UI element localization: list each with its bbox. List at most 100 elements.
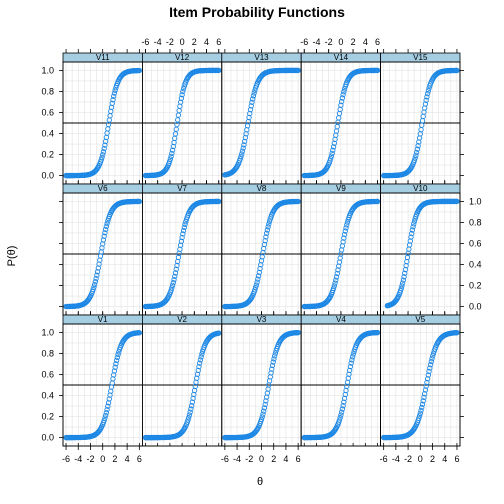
data-point [172, 270, 179, 276]
data-point [92, 279, 99, 285]
data-point [336, 417, 343, 423]
data-point [415, 143, 421, 149]
y-tick-label: 1.0 [41, 327, 54, 337]
strip-label: V3 [257, 315, 267, 324]
data-point [238, 153, 244, 160]
data-point [178, 95, 185, 101]
y-tick-label: 0.8 [469, 217, 482, 227]
data-point [340, 92, 346, 98]
data-point [185, 417, 191, 423]
panel-v1: V1 [62, 311, 143, 447]
data-point [270, 359, 276, 365]
data-point [430, 350, 437, 356]
data-point [94, 269, 101, 275]
data-point [269, 362, 276, 369]
data-point [199, 351, 205, 357]
data-point [188, 403, 195, 409]
axes: -6 -4 -2 0 2 4 6 -6 -4 -2 0 2 4 6 -6 -4 -2 0 2 4 6-6 -4 -2 0 2 4 6… [41, 37, 481, 464]
x-tick-label: 6 [137, 454, 142, 464]
data-point [90, 286, 96, 293]
data-point [113, 361, 119, 367]
data-point [411, 221, 417, 227]
data-point [264, 227, 271, 233]
data-point [186, 415, 192, 421]
data-point [268, 370, 274, 376]
data-point [419, 404, 425, 411]
data-point [295, 67, 301, 74]
panel-v6: V6 [62, 180, 143, 316]
data-point [111, 368, 118, 374]
data-point [180, 231, 186, 237]
data-point [216, 67, 222, 74]
series-points [222, 329, 301, 441]
y-tick-label: 1.0 [469, 196, 482, 206]
x-tick-label: -2 [245, 454, 253, 464]
data-point [239, 148, 246, 154]
y-tick-label: 0.6 [41, 369, 54, 379]
data-point [272, 353, 278, 359]
data-point [424, 94, 430, 100]
x-tick-label: 6 [454, 454, 459, 464]
data-point [262, 401, 268, 408]
strip-label: V10 [413, 184, 428, 193]
data-point [169, 150, 175, 157]
panel-v8: V8 [221, 180, 302, 316]
x-tick-label: 0 [180, 37, 185, 47]
data-point [169, 285, 175, 291]
data-point [263, 230, 270, 236]
data-point [398, 285, 404, 292]
data-point [265, 224, 271, 230]
data-point [330, 144, 337, 150]
data-point [412, 155, 418, 161]
data-point [338, 98, 345, 105]
data-point [258, 416, 265, 422]
y-tick-label: 0.4 [469, 260, 482, 270]
series-points [142, 198, 222, 310]
data-point [99, 154, 105, 161]
data-point [424, 379, 430, 386]
data-point [411, 218, 418, 224]
data-point [329, 150, 335, 156]
x-tick-label: 4 [204, 37, 209, 47]
data-point [254, 279, 260, 285]
data-point [173, 266, 179, 272]
data-point [94, 272, 100, 278]
data-point [408, 234, 414, 240]
data-point [255, 276, 261, 282]
data-point [407, 238, 413, 244]
strip-label: V8 [257, 184, 267, 193]
data-point [343, 225, 349, 231]
data-point [251, 90, 257, 96]
data-point [102, 142, 108, 148]
data-point [93, 275, 99, 282]
data-point [399, 280, 406, 286]
data-point [330, 147, 336, 153]
data-point [349, 357, 355, 363]
data-point [374, 329, 381, 336]
data-point [241, 138, 248, 144]
strip-label: V12 [175, 53, 190, 62]
data-point [252, 284, 259, 291]
data-point [109, 100, 115, 107]
data-point [402, 270, 408, 276]
data-point [189, 399, 196, 405]
data-point [102, 230, 108, 236]
x-tick-label: 6 [296, 454, 301, 464]
data-point [427, 365, 433, 371]
data-point [341, 235, 347, 241]
data-point [98, 157, 104, 163]
strip-label: V13 [254, 53, 269, 62]
data-point [424, 91, 431, 97]
x-tick-label: 0 [338, 37, 343, 47]
data-point [255, 273, 262, 279]
series-points [222, 67, 301, 178]
data-point [422, 391, 428, 397]
data-point [427, 362, 434, 368]
data-point [428, 358, 434, 365]
data-point [411, 157, 418, 163]
x-tick-label: 2 [351, 37, 356, 47]
data-point [295, 198, 301, 205]
data-point [113, 357, 120, 364]
data-point [409, 230, 415, 237]
data-point [197, 357, 204, 363]
